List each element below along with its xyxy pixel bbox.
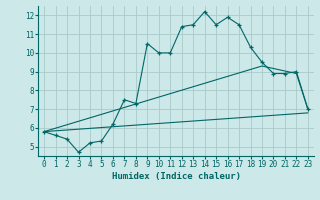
X-axis label: Humidex (Indice chaleur): Humidex (Indice chaleur) — [111, 172, 241, 181]
